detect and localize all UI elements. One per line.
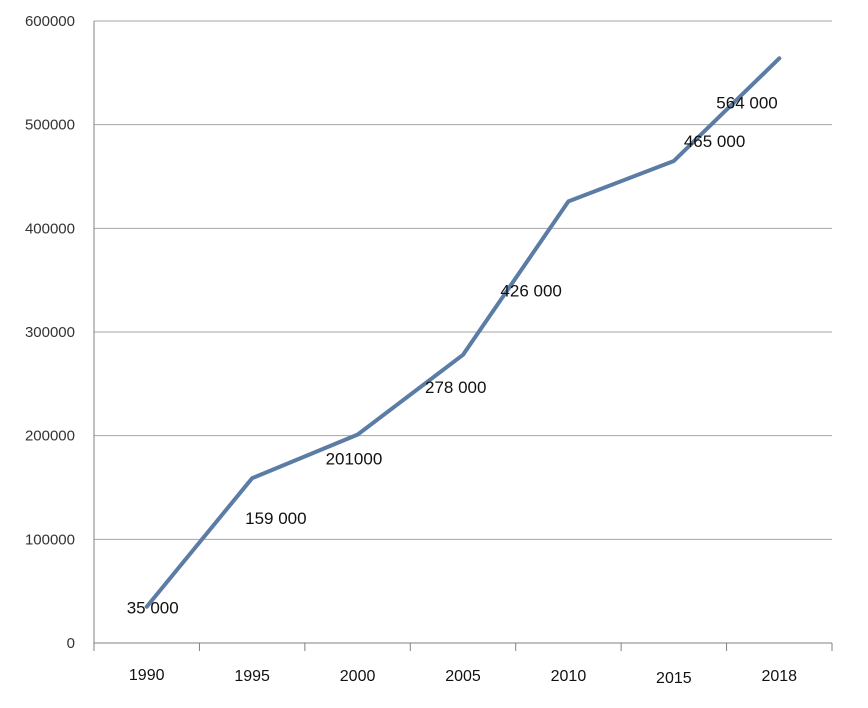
x-tick-label-2015: 2015 <box>656 670 692 687</box>
x-tick-label-1995: 1995 <box>234 668 270 685</box>
y-axis-ticks: 0 100000 200000 300000 400000 500000 600000 <box>25 13 75 652</box>
gridlines <box>94 20 832 540</box>
x-tick-label-2005: 2005 <box>445 668 481 685</box>
data-label-1990: 35 000 <box>127 599 179 618</box>
data-label-2005: 278 000 <box>425 378 486 397</box>
data-label-2010: 426 000 <box>500 281 561 300</box>
y-tick-label-0: 0 <box>67 635 75 652</box>
data-labels: 35 000 159 000 201000 278 000 426 000 465 000… <box>127 93 778 617</box>
y-tick-label-600000: 600000 <box>25 13 75 30</box>
y-tick-label-300000: 300000 <box>25 324 75 341</box>
x-tick-label-1990: 1990 <box>129 667 165 684</box>
data-label-2015: 465 000 <box>684 132 745 151</box>
x-tick-label-2010: 2010 <box>551 668 587 685</box>
series-line-0 <box>144 56 782 609</box>
data-label-1995: 159 000 <box>245 509 306 528</box>
series-group <box>144 56 782 609</box>
x-axis-ticks: 1990 1995 2000 2005 2010 2015 2018 <box>129 667 797 687</box>
y-tick-label-400000: 400000 <box>25 220 75 237</box>
axes <box>93 21 833 651</box>
x-tick-label-2018: 2018 <box>761 668 797 685</box>
y-tick-label-100000: 100000 <box>25 531 75 548</box>
x-tick-label-2000: 2000 <box>340 668 376 685</box>
data-label-2018: 564 000 <box>716 93 777 112</box>
y-tick-label-500000: 500000 <box>25 117 75 134</box>
y-tick-label-200000: 200000 <box>25 428 75 445</box>
data-label-2000: 201000 <box>326 450 383 469</box>
